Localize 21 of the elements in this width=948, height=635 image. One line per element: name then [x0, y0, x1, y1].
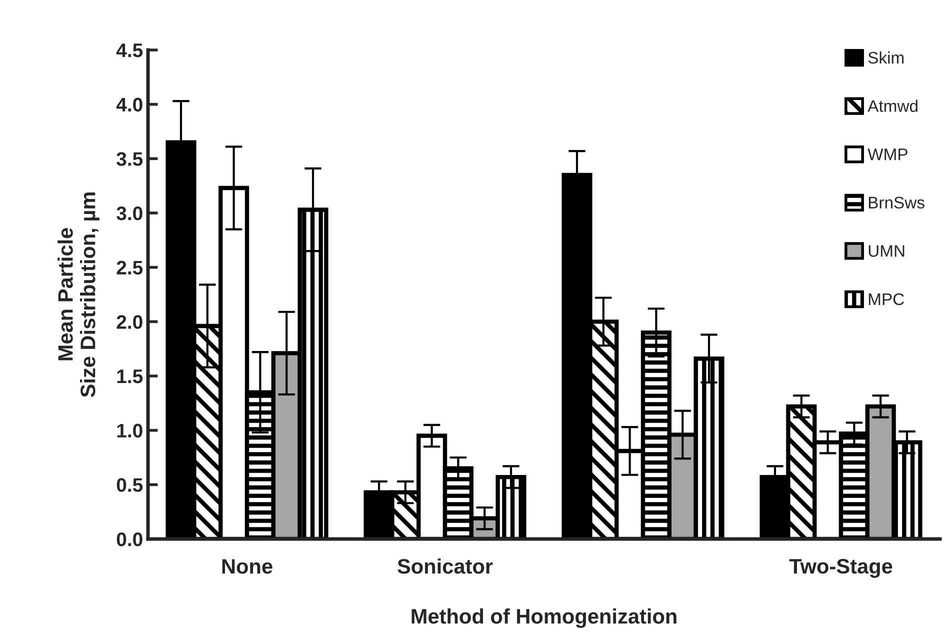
- y-tick-label: 3.5: [116, 152, 143, 166]
- y-tick-label: 0.5: [116, 478, 143, 492]
- legend-label: UMN: [868, 245, 904, 257]
- legend-label: Atmwd: [868, 100, 918, 112]
- legend-label: Skim: [868, 51, 904, 64]
- x-tick-label: None: [222, 559, 272, 574]
- legend-label: BrnSws: [868, 196, 924, 209]
- y-tick-label: 2.0: [116, 315, 142, 329]
- x-axis-title: Method of Homogenization: [412, 608, 676, 628]
- y-tick-label: 4.5: [116, 44, 143, 58]
- y-tick-label: 1.0: [117, 424, 142, 438]
- legend-label: WMP: [868, 148, 908, 160]
- y-tick-label: 2.5: [116, 260, 143, 275]
- x-tick-label: Sonicator: [398, 558, 493, 574]
- y-axis-title: Mean Particle Size Distribution, µm: [58, 192, 100, 398]
- legend-label: MPC: [868, 293, 904, 306]
- y-tick-label: 4.0: [116, 98, 142, 112]
- y-tick-label: 3.0: [116, 206, 142, 220]
- y-tick-label: 0.0: [116, 532, 142, 546]
- y-tick-label: 1.5: [117, 370, 143, 384]
- x-tick-label: Two-Stage: [789, 558, 892, 578]
